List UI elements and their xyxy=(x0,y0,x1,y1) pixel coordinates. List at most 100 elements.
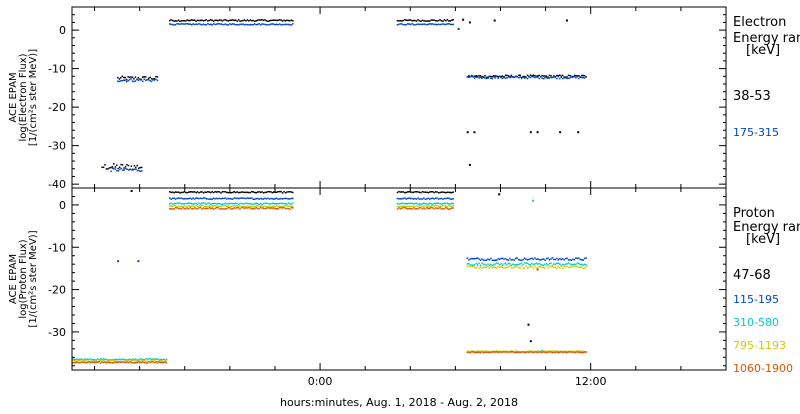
data-point xyxy=(415,205,418,207)
data-point xyxy=(221,20,224,22)
data-point xyxy=(478,77,480,79)
data-point xyxy=(273,207,275,209)
data-point xyxy=(566,76,568,78)
data-point xyxy=(424,202,427,205)
data-point xyxy=(127,164,130,167)
data-point xyxy=(267,207,269,209)
data-point xyxy=(497,262,499,265)
data-point xyxy=(537,76,539,78)
data-point xyxy=(211,191,213,193)
data-point xyxy=(290,191,293,193)
data-point xyxy=(204,202,206,205)
data-point xyxy=(404,197,406,199)
data-point xyxy=(289,205,291,208)
data-point xyxy=(125,78,128,81)
plot-frame-proton xyxy=(71,187,727,371)
data-point xyxy=(469,75,472,78)
data-point xyxy=(436,24,438,26)
data-point xyxy=(122,169,124,171)
data-point xyxy=(202,204,205,207)
data-point xyxy=(119,168,121,171)
data-point xyxy=(519,259,521,261)
data-point xyxy=(185,198,187,200)
data-point xyxy=(185,206,187,208)
data-point xyxy=(407,19,409,22)
data-point xyxy=(176,207,178,209)
legend-title: Electron xyxy=(733,15,786,30)
data-point xyxy=(207,205,209,207)
data-point xyxy=(278,205,281,207)
data-point xyxy=(252,203,254,205)
data-point xyxy=(289,198,291,200)
data-point xyxy=(474,266,476,269)
data-point xyxy=(490,257,492,260)
data-point xyxy=(140,166,143,169)
y-axis-label: [1/(cm²s ster MeV)] xyxy=(28,230,39,327)
data-point xyxy=(243,206,246,208)
data-point xyxy=(466,131,469,134)
data-point xyxy=(423,23,425,25)
data-point xyxy=(287,19,290,22)
data-point xyxy=(180,208,183,210)
data-point xyxy=(171,19,174,22)
data-point xyxy=(264,19,266,21)
data-point xyxy=(230,19,232,21)
x-axis-label: hours:minutes, Aug. 1, 2018 - Aug. 2, 20… xyxy=(280,396,518,409)
data-point xyxy=(118,361,121,363)
data-point xyxy=(180,20,183,22)
data-point xyxy=(236,191,238,193)
data-point xyxy=(474,258,476,260)
y-tick-label: -20 xyxy=(48,101,66,114)
data-point xyxy=(179,192,181,194)
data-point xyxy=(561,350,564,353)
data-point xyxy=(518,351,520,354)
data-point xyxy=(193,203,196,205)
data-point xyxy=(226,198,228,200)
data-point xyxy=(292,191,294,194)
data-point xyxy=(476,350,479,352)
data-point xyxy=(169,191,171,193)
data-point xyxy=(515,351,517,354)
y-tick-label: 0 xyxy=(59,199,66,212)
data-point xyxy=(86,360,89,363)
data-point xyxy=(230,205,232,208)
data-point xyxy=(446,197,449,199)
data-point xyxy=(570,259,573,261)
data-point xyxy=(497,258,499,260)
data-point xyxy=(561,351,564,354)
data-point xyxy=(233,23,235,25)
data-point xyxy=(578,257,580,259)
data-point xyxy=(154,358,156,360)
data-point xyxy=(581,351,583,354)
data-point xyxy=(563,351,565,353)
data-point xyxy=(575,257,577,259)
data-point xyxy=(143,78,145,80)
data-point xyxy=(522,351,524,353)
data-point xyxy=(123,76,125,79)
data-point xyxy=(130,359,133,361)
data-point xyxy=(208,205,211,207)
data-point xyxy=(585,257,587,259)
data-point xyxy=(240,202,243,205)
data-point xyxy=(512,258,514,261)
data-point xyxy=(506,266,508,269)
data-point xyxy=(249,207,252,209)
data-point xyxy=(246,202,249,205)
data-point xyxy=(415,20,418,22)
data-point xyxy=(485,259,488,261)
data-point xyxy=(170,23,172,26)
data-point xyxy=(561,77,564,80)
data-point xyxy=(234,207,237,209)
data-point xyxy=(563,259,565,261)
data-point xyxy=(429,202,431,204)
data-point xyxy=(111,167,114,170)
data-point xyxy=(581,263,583,266)
data-point xyxy=(265,20,268,22)
data-point xyxy=(124,360,127,362)
data-point xyxy=(572,258,574,260)
data-point xyxy=(528,258,530,261)
data-point xyxy=(510,267,513,269)
data-point xyxy=(268,20,271,22)
data-point xyxy=(162,360,165,363)
data-point xyxy=(256,203,259,205)
